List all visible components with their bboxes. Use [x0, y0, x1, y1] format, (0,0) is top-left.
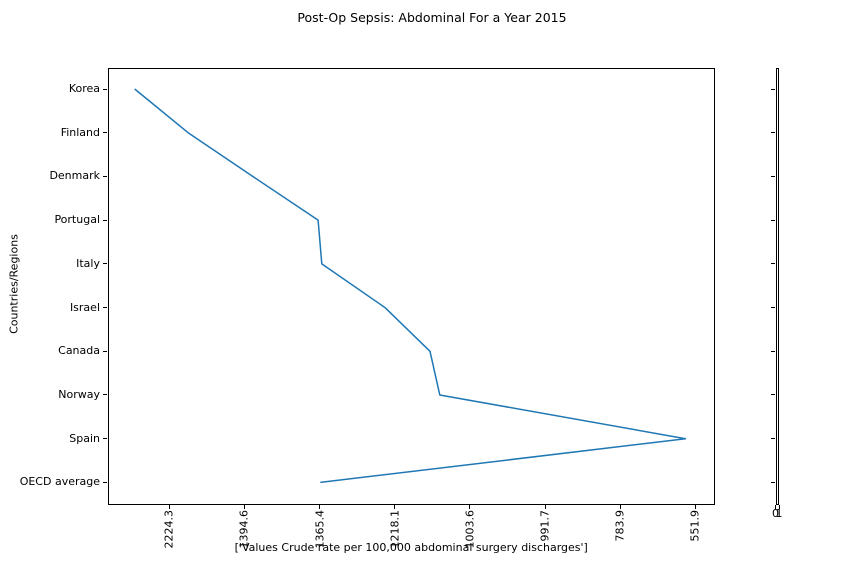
secondary-axis-y-tick-mark	[771, 88, 775, 90]
y-tick-mark	[103, 394, 107, 396]
x-tick-mark	[469, 505, 471, 509]
secondary-axis-y-tick-mark	[771, 481, 775, 483]
secondary-axis-x-tick-mark	[775, 505, 776, 509]
y-tick-mark	[103, 175, 107, 177]
y-axis-label: Countries/Regions	[7, 234, 21, 334]
y-tick-mark	[103, 219, 107, 221]
secondary-axis-y-tick-mark	[771, 175, 775, 177]
chart-title: Post-Op Sepsis: Abdominal For a Year 201…	[297, 10, 567, 25]
y-tick-mark	[103, 307, 107, 309]
y-tick-label: Canada	[58, 344, 100, 358]
x-tick-mark	[544, 505, 546, 509]
secondary-axis-y-tick-mark	[771, 263, 775, 265]
y-tick-mark	[103, 481, 107, 483]
y-tick-label: Finland	[60, 125, 100, 139]
x-tick-mark	[168, 505, 170, 509]
secondary-axis-y-tick-mark	[771, 438, 775, 440]
secondary-axis-y-tick-mark	[771, 307, 775, 309]
secondary-axis-x-tick-mark	[778, 505, 780, 509]
secondary-axis-y-tick-mark	[771, 132, 775, 134]
x-tick-mark	[394, 505, 396, 509]
secondary-axis	[775, 68, 779, 505]
y-tick-label: Spain	[69, 431, 100, 445]
y-tick-mark	[103, 88, 107, 90]
x-tick-mark	[319, 505, 321, 509]
y-tick-label: Italy	[76, 256, 100, 270]
secondary-axis-y-tick-mark	[771, 219, 775, 221]
x-tick-mark	[243, 505, 245, 509]
y-tick-mark	[103, 263, 107, 265]
secondary-axis-x-tick-label: 0	[772, 507, 779, 520]
y-tick-mark	[103, 132, 107, 134]
y-tick-label: Norway	[58, 387, 100, 401]
y-tick-label: Denmark	[49, 169, 100, 183]
y-tick-label: Korea	[68, 82, 100, 95]
y-tick-mark	[103, 438, 107, 440]
x-tick-mark	[694, 505, 696, 509]
y-tick-label: Portugal	[54, 213, 100, 227]
x-tick-mark	[619, 505, 621, 509]
y-tick-label: OECD average	[19, 475, 100, 489]
secondary-axis-y-tick-mark	[771, 350, 775, 352]
y-tick-label: Israel	[69, 300, 100, 314]
y-tick-mark	[103, 350, 107, 352]
secondary-axis-y-tick-mark	[771, 394, 775, 396]
plot-area	[107, 68, 715, 505]
secondary-axis-x-tick-label: 1	[775, 507, 783, 520]
x-axis-label: ['Values Crude rate per 100,000 abdomina…	[234, 541, 588, 554]
